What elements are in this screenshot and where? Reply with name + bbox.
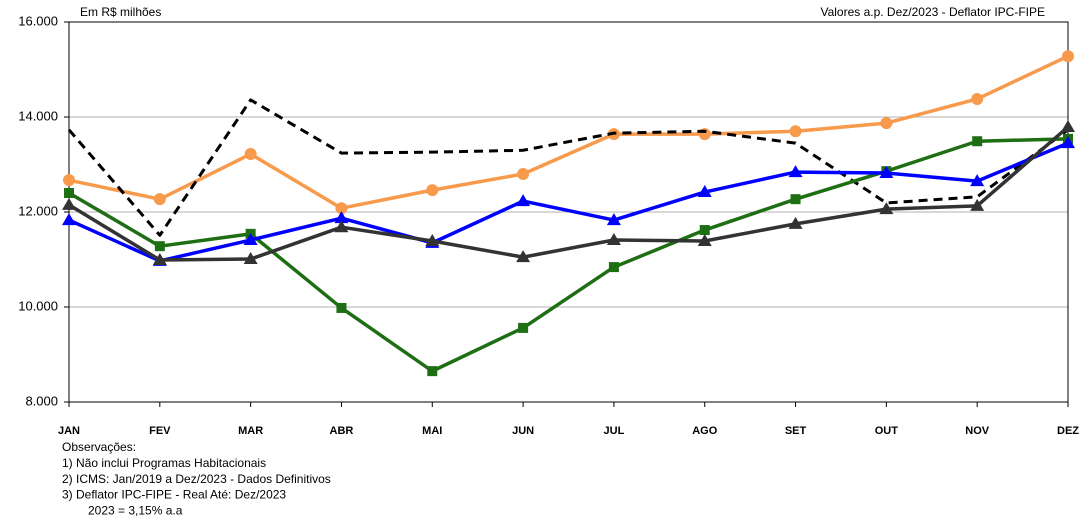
x-tick-label: NOV — [965, 425, 990, 437]
marker — [64, 188, 74, 198]
series-line — [67, 98, 1069, 237]
marker — [971, 92, 984, 105]
marker — [972, 136, 983, 147]
y-tick-label: 14.000 — [18, 108, 58, 123]
y-tick-label: 8.000 — [25, 393, 58, 408]
marker — [970, 174, 985, 187]
marker — [879, 202, 894, 215]
marker — [788, 165, 803, 178]
x-tick-label: MAR — [238, 425, 263, 437]
x-tick-label: ABR — [330, 425, 354, 437]
marker — [426, 184, 439, 197]
marker — [62, 197, 76, 210]
unit-label: Em R$ milhões — [80, 5, 161, 19]
series-line — [68, 54, 1069, 210]
marker — [516, 194, 531, 207]
series-line — [68, 125, 1070, 262]
marker — [606, 233, 621, 246]
marker — [518, 322, 529, 333]
series-line — [68, 137, 1069, 373]
marker — [154, 241, 165, 252]
y-tick-label: 12.000 — [18, 203, 58, 218]
marker — [243, 252, 258, 265]
marker — [606, 213, 621, 226]
marker — [517, 168, 530, 180]
marker — [699, 225, 710, 236]
marker — [63, 174, 75, 187]
marker — [970, 198, 985, 211]
marker — [788, 216, 803, 229]
x-tick-label: AGO — [692, 425, 718, 437]
x-tick-label: JUL — [604, 425, 625, 437]
x-tick-label: FEV — [149, 425, 171, 437]
marker — [243, 233, 258, 246]
marker — [1062, 50, 1074, 63]
x-tick-label: SET — [785, 425, 807, 437]
y-tick-label: 16.000 — [18, 13, 58, 28]
marker — [335, 202, 348, 215]
marker — [1061, 136, 1075, 149]
note: Observações: — [62, 440, 136, 454]
marker — [336, 302, 347, 313]
x-tick-label: DEZ — [1057, 425, 1079, 437]
marker — [152, 252, 167, 265]
source-label: Valores a.p. Dez/2023 - Deflator IPC-FIP… — [820, 5, 1045, 19]
note: 3) Deflator IPC-FIPE - Real Até: Dez/202… — [62, 488, 286, 502]
marker — [1061, 119, 1075, 132]
marker — [244, 148, 257, 161]
marker — [334, 211, 349, 224]
x-tick-label: JAN — [58, 425, 80, 437]
plot-frame — [68, 21, 1069, 403]
y-tick-label: 10.000 — [18, 298, 58, 313]
marker — [880, 117, 893, 130]
marker — [427, 366, 438, 377]
marker — [879, 166, 894, 179]
marker — [334, 220, 349, 233]
x-tick-label: JUN — [512, 425, 534, 437]
x-tick-label: OUT — [875, 425, 899, 437]
marker — [697, 185, 712, 198]
marker — [697, 233, 712, 246]
marker — [516, 250, 531, 263]
marker — [425, 233, 440, 246]
marker — [790, 194, 801, 205]
marker — [789, 125, 802, 138]
x-tick-label: MAI — [422, 425, 442, 437]
note: 2023 = 3,15% a.a — [88, 503, 183, 517]
note: 1) Não inclui Programas Habitacionais — [62, 456, 266, 470]
marker — [153, 193, 166, 206]
series-line — [68, 141, 1069, 263]
note: 2) ICMS: Jan/2019 a Dez/2023 - Dados Def… — [62, 472, 331, 486]
marker — [62, 213, 76, 226]
marker — [608, 262, 619, 273]
